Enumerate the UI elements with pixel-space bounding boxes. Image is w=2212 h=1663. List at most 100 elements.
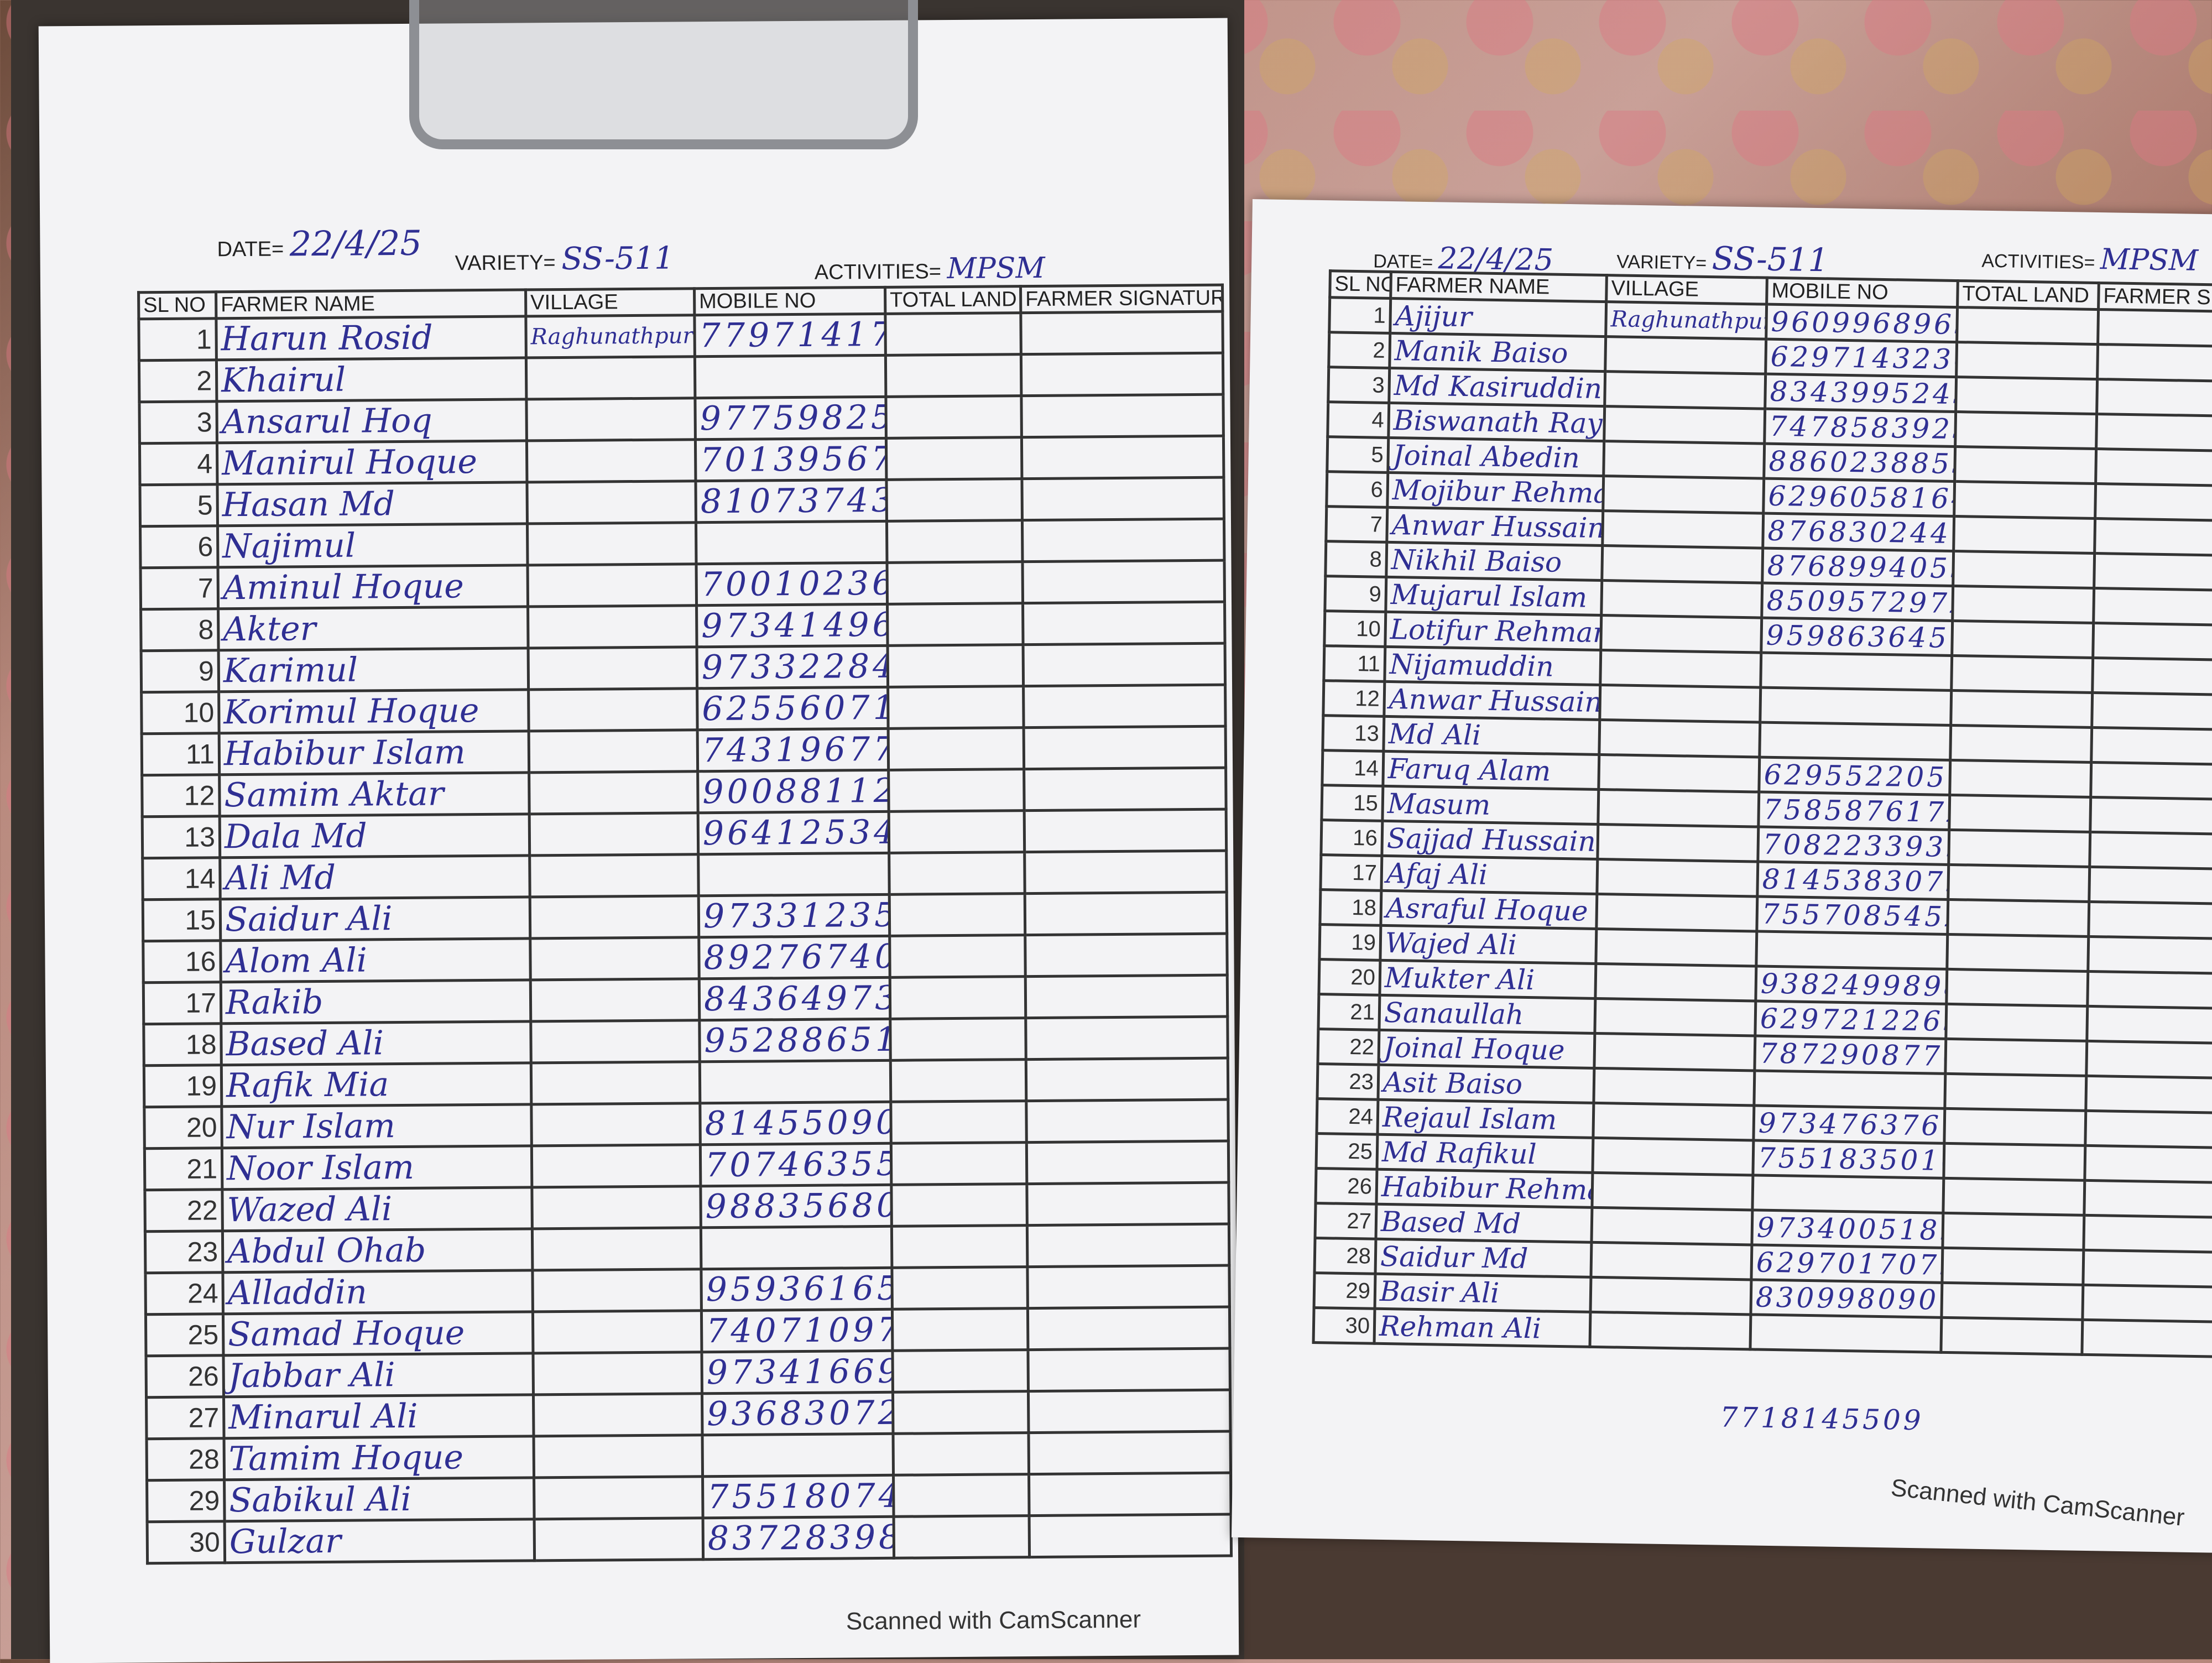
sl-number-cell: 8 <box>1326 541 1387 577</box>
total-land-cell <box>1957 307 2099 345</box>
total-land-cell <box>891 1143 1027 1185</box>
mobile-number-cell <box>696 521 887 564</box>
variety-field: VARIETY= SS-511 <box>1616 238 1829 279</box>
farmer-signature-cell <box>2097 379 2212 417</box>
column-header: VILLAGE <box>526 289 695 316</box>
sl-number-cell: 1 <box>1329 298 1391 333</box>
farmer-signature-cell <box>1028 1348 1230 1391</box>
farmer-name-cell: Md Kasiruddin <box>1389 368 1605 406</box>
total-land-cell <box>1947 969 2088 1006</box>
variety-value: SS-511 <box>1712 239 1829 279</box>
village-cell <box>1593 1103 1754 1140</box>
village-cell <box>528 564 697 607</box>
date-field: DATE= 22/4/25 <box>217 223 422 265</box>
mobile-number-cell: 8860238853 <box>1764 444 1955 481</box>
total-land-cell <box>1948 899 2089 936</box>
village-cell <box>1597 859 1758 896</box>
farmer-signature-cell <box>2098 345 2212 382</box>
village-cell <box>529 689 698 731</box>
variety-field: VARIETY= SS-511 <box>455 241 674 278</box>
sl-number-cell: 21 <box>144 1148 222 1190</box>
farmer-signature-cell <box>1025 975 1228 1018</box>
sl-number-cell: 7 <box>140 567 218 609</box>
farmer-name-cell: Ansarul Hoq <box>217 399 527 443</box>
farmer-signature-cell <box>1029 1514 1232 1557</box>
sl-number-cell: 20 <box>144 1107 222 1149</box>
farmer-signature-cell <box>1023 643 1225 686</box>
farmer-name-cell: Rejaul Islam <box>1378 1099 1594 1138</box>
total-land-cell <box>1954 516 2095 553</box>
farmer-name-cell: Korimul Hoque <box>219 690 529 733</box>
sl-number-cell: 23 <box>145 1231 223 1273</box>
village-cell <box>1592 1207 1752 1245</box>
sl-number-cell: 2 <box>139 360 217 402</box>
sl-number-cell: 14 <box>1322 750 1384 786</box>
total-land-cell <box>1942 1248 2084 1285</box>
village-cell <box>529 730 698 773</box>
farmer-signature-cell <box>1027 1224 1229 1267</box>
column-header: FARMER SIGNATURE <box>2099 283 2212 312</box>
farmer-name-cell: Saidur Md <box>1375 1239 1592 1277</box>
farmer-name-cell: Based Ali <box>221 1021 531 1065</box>
mobile-number-cell: 8372839856 <box>703 1516 894 1559</box>
total-land-cell <box>894 1474 1030 1517</box>
farmer-name-cell: Aminul Hoque <box>218 565 528 609</box>
total-land-cell <box>887 562 1023 604</box>
village-cell <box>1594 1068 1755 1106</box>
farmer-signature-cell <box>2082 1320 2212 1357</box>
farmer-name-cell: Minarul Ali <box>224 1395 534 1438</box>
village-cell <box>533 1394 702 1436</box>
farmer-name-cell: Nur Islam <box>222 1104 532 1148</box>
camscanner-watermark: Scanned with CamScanner <box>1890 1474 2186 1532</box>
farmer-signature-cell <box>1021 436 1224 479</box>
sl-number-cell: 9 <box>141 650 219 692</box>
farmer-name-cell: Rehman Ali <box>1374 1308 1590 1347</box>
column-header: FARMER NAME <box>216 290 526 319</box>
sl-number-cell: 12 <box>142 775 220 817</box>
farmer-name-cell: Nijamuddin <box>1385 647 1601 685</box>
total-land-cell <box>1946 1004 2088 1041</box>
total-land-cell <box>1955 447 2096 484</box>
total-land-cell <box>1949 795 2091 832</box>
mobile-number-cell <box>1760 722 1951 760</box>
farmer-signature-cell <box>1021 353 1223 396</box>
sl-number-cell: 22 <box>1318 1029 1379 1065</box>
village-cell <box>1594 1033 1755 1071</box>
sl-number-cell: 5 <box>140 484 218 526</box>
farmer-signature-cell <box>1025 851 1227 894</box>
sl-number-cell: 5 <box>1327 437 1389 473</box>
village-cell <box>1602 546 1763 583</box>
sl-number-cell: 23 <box>1317 1064 1379 1100</box>
sl-number-cell: 22 <box>145 1190 223 1232</box>
farmer-name-cell: Mukter Ali <box>1380 960 1596 998</box>
farmer-name-cell: Abdul Ohab <box>222 1229 533 1273</box>
total-land-cell <box>1945 1073 2086 1111</box>
sl-number-cell: 19 <box>1319 925 1381 961</box>
farmer-name-cell: Rafik Mia <box>221 1063 531 1107</box>
total-land-cell <box>888 645 1024 687</box>
village-cell <box>1599 754 1760 792</box>
mobile-number-cell: 9382499898 <box>1756 966 1947 1004</box>
village-cell <box>1598 789 1759 827</box>
sl-number-cell: 21 <box>1318 994 1380 1030</box>
column-header: TOTAL LAND <box>885 286 1021 314</box>
farmer-signature-cell <box>1021 311 1223 355</box>
farmer-signature-cell <box>1026 1016 1228 1060</box>
village-cell <box>1604 406 1765 444</box>
total-land-cell <box>886 479 1022 522</box>
date-label: DATE= <box>1373 251 1433 273</box>
farmer-signature-cell <box>2091 762 2212 800</box>
farmer-signature-cell <box>2084 1180 2212 1218</box>
farmer-name-cell: Noor Islam <box>222 1146 532 1190</box>
farmer-signature-cell <box>1024 809 1227 852</box>
village-cell <box>1595 998 1756 1036</box>
variety-label: VARIETY= <box>1616 251 1707 274</box>
mobile-number-cell <box>1760 687 1952 725</box>
